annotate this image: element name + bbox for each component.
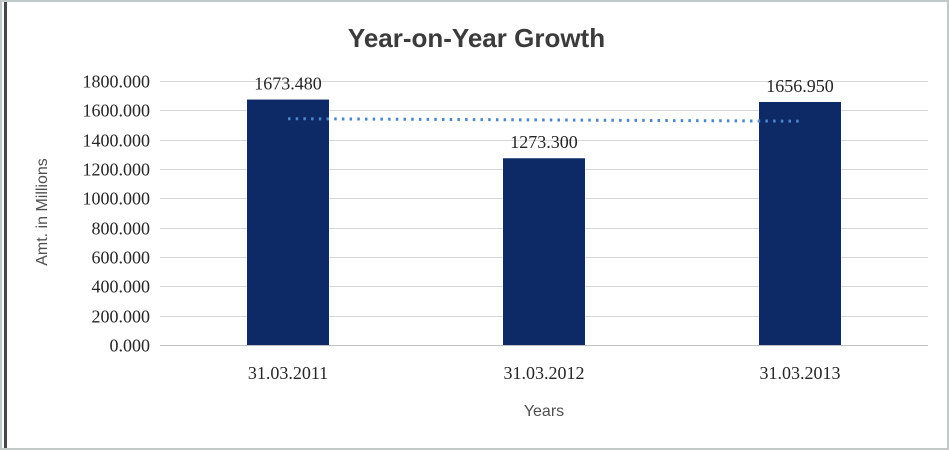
y-tick-label: 800.000 <box>92 219 151 239</box>
y-tick-label: 1800.000 <box>83 72 151 92</box>
x-category-label: 31.03.2013 <box>760 363 841 383</box>
chart-title: Year-on-Year Growth <box>347 23 606 53</box>
y-tick-label: 600.000 <box>92 248 151 268</box>
y-tick-label: 200.000 <box>92 307 151 327</box>
y-tick-label: 400.000 <box>92 277 151 297</box>
bar-data-label: 1656.950 <box>766 76 834 96</box>
y-tick-label: 0.000 <box>110 336 151 356</box>
bar-data-label: 1673.480 <box>254 74 322 94</box>
y-tick-label: 1000.000 <box>83 189 151 209</box>
bar <box>503 158 585 345</box>
x-category-label: 31.03.2012 <box>504 363 585 383</box>
bar <box>247 99 329 345</box>
left-border-line <box>4 2 7 448</box>
bar-data-label: 1273.300 <box>510 132 578 152</box>
bar <box>759 101 841 345</box>
y-tick-label: 1400.000 <box>83 131 151 151</box>
x-category-label: 31.03.2011 <box>248 363 328 383</box>
x-axis-title: Years <box>523 403 565 420</box>
y-tick-label: 1200.000 <box>83 160 151 180</box>
y-tick-label: 1600.000 <box>83 101 151 121</box>
trendline <box>287 117 801 123</box>
